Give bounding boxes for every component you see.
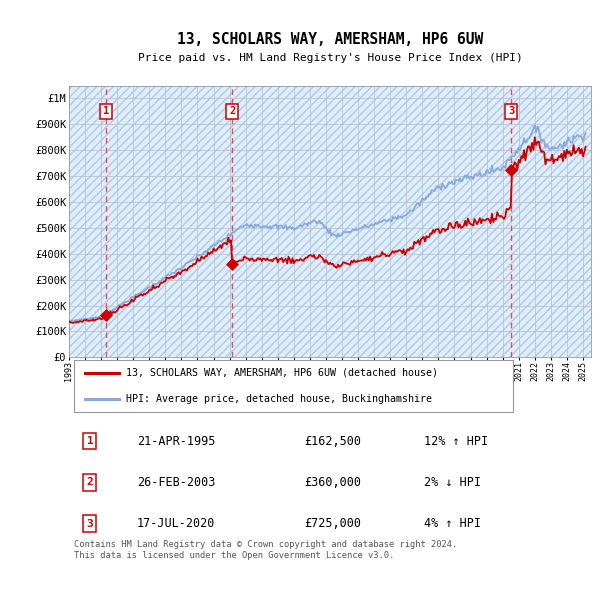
Text: 13, SCHOLARS WAY, AMERSHAM, HP6 6UW: 13, SCHOLARS WAY, AMERSHAM, HP6 6UW <box>177 32 483 47</box>
Text: 26-FEB-2003: 26-FEB-2003 <box>137 476 215 489</box>
Text: 3: 3 <box>86 519 93 529</box>
Text: 3: 3 <box>508 106 514 116</box>
Text: 12% ↑ HPI: 12% ↑ HPI <box>424 435 488 448</box>
Text: 2: 2 <box>229 106 235 116</box>
Text: 21-APR-1995: 21-APR-1995 <box>137 435 215 448</box>
Text: 1: 1 <box>103 106 109 116</box>
Text: 2: 2 <box>86 477 93 487</box>
Text: £725,000: £725,000 <box>304 517 361 530</box>
Text: 13, SCHOLARS WAY, AMERSHAM, HP6 6UW (detached house): 13, SCHOLARS WAY, AMERSHAM, HP6 6UW (det… <box>127 368 439 378</box>
Text: 17-JUL-2020: 17-JUL-2020 <box>137 517 215 530</box>
Text: 4% ↑ HPI: 4% ↑ HPI <box>424 517 481 530</box>
Text: Contains HM Land Registry data © Crown copyright and database right 2024.
This d: Contains HM Land Registry data © Crown c… <box>74 540 457 560</box>
Text: Price paid vs. HM Land Registry's House Price Index (HPI): Price paid vs. HM Land Registry's House … <box>137 54 523 63</box>
Text: 2% ↓ HPI: 2% ↓ HPI <box>424 476 481 489</box>
Text: 1: 1 <box>86 436 93 446</box>
Text: £360,000: £360,000 <box>304 476 361 489</box>
Text: HPI: Average price, detached house, Buckinghamshire: HPI: Average price, detached house, Buck… <box>127 394 433 404</box>
Text: £162,500: £162,500 <box>304 435 361 448</box>
FancyBboxPatch shape <box>74 359 513 412</box>
